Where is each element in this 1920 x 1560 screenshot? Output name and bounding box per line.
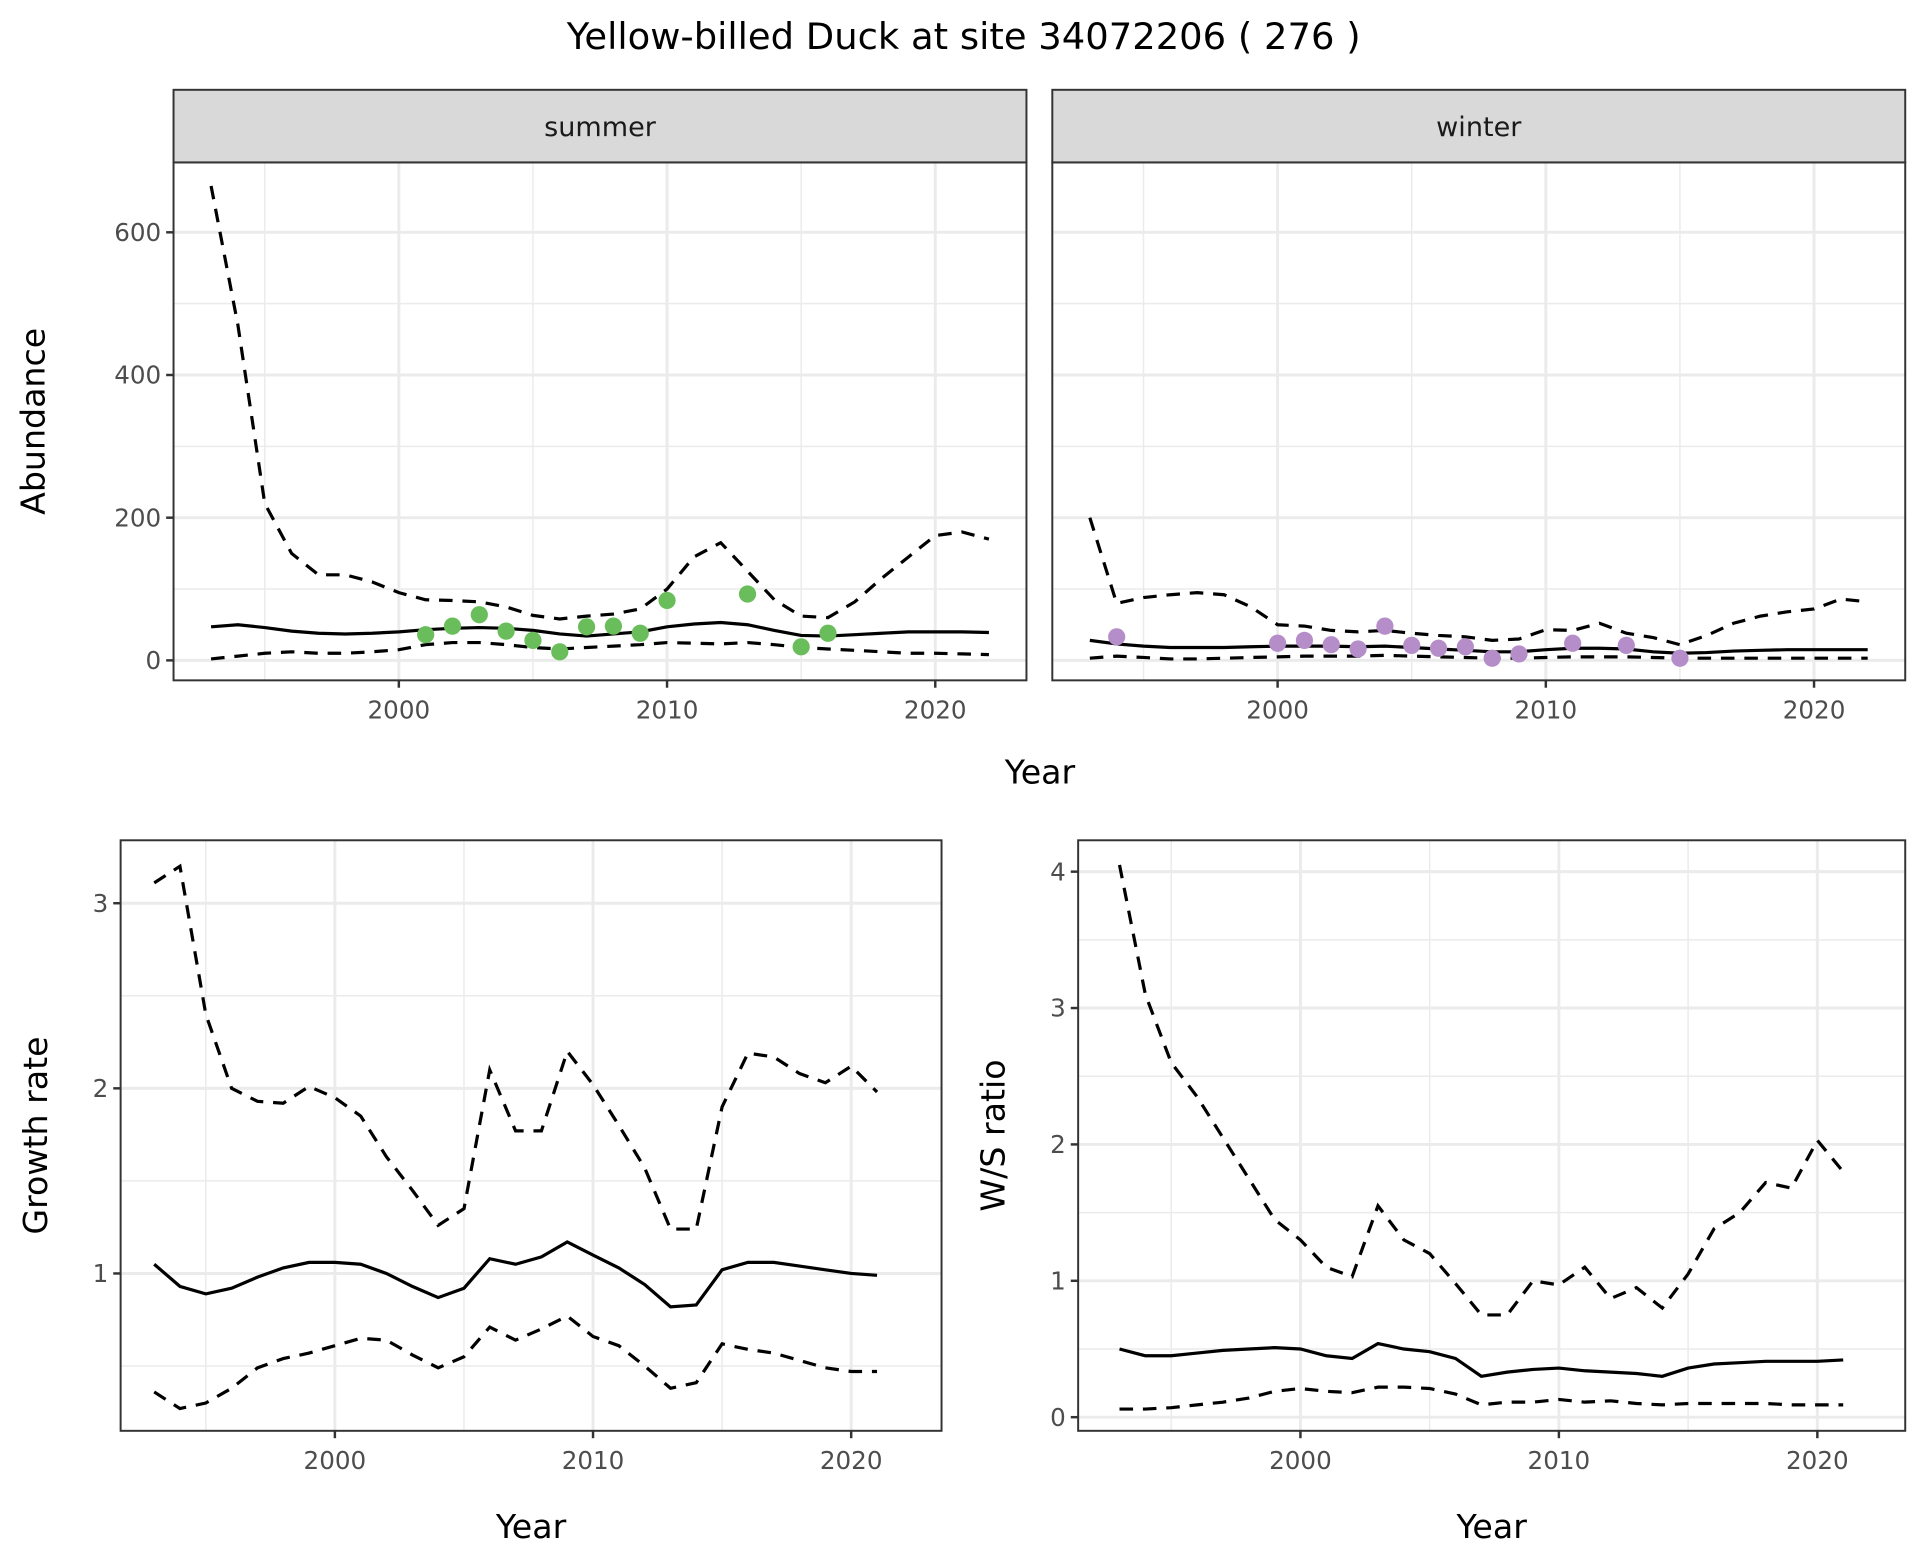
panel-summer: 2000 2010 2020 0 200 400 600 summer Abundance (13, 88, 1028, 724)
y-axis-title: W/S ratio (973, 1059, 1012, 1211)
x-tick-label: 2000 (304, 1446, 367, 1475)
observation-point (577, 618, 596, 636)
x-tick-label: 2020 (820, 1446, 883, 1475)
x-tick-label: 2000 (1246, 695, 1309, 724)
facet-label: winter (1436, 112, 1522, 143)
top-x-axis-title: Year (1004, 753, 1076, 792)
observation-point (551, 643, 569, 661)
x-tick-label: 2010 (1528, 1446, 1591, 1475)
y-tick-label: 400 (114, 361, 161, 390)
x-tick-label: 2020 (904, 695, 967, 724)
y-tick-label: 600 (114, 218, 161, 247)
plot-background (120, 840, 942, 1431)
observation-point (1403, 636, 1421, 655)
observation-point (1108, 628, 1126, 646)
x-tick-label: 2020 (1783, 695, 1846, 724)
x-tick-label: 2000 (368, 695, 431, 724)
upper-bound-line (153, 863, 879, 1231)
plot-background (1052, 162, 1906, 681)
panel-growth: 2000 2010 2020 1 2 3 Growth rate Year (16, 839, 943, 1546)
observation-point (1456, 638, 1474, 656)
observation-point (1617, 636, 1635, 655)
observation-point (1429, 639, 1448, 657)
observation-point (1564, 634, 1582, 652)
observation-point (1349, 640, 1367, 658)
panel-winter: 2000 2010 2020 winter (1051, 88, 1907, 724)
y-tick-label: 1 (1050, 1266, 1066, 1295)
lower-bound-line (1089, 653, 1868, 661)
y-tick-label: 200 (114, 503, 161, 532)
observation-point (1671, 649, 1689, 667)
observation-point (658, 591, 676, 610)
lower-bound-line (153, 1314, 878, 1411)
observation-point (1376, 617, 1394, 635)
upper-bound-line (1117, 864, 1845, 1317)
panel-border (1077, 839, 1907, 1432)
x-tick-label: 2010 (636, 695, 699, 724)
observation-point (1322, 636, 1340, 654)
x-axis-title: Year (1456, 1507, 1528, 1546)
lower-bound-line (1119, 1385, 1844, 1411)
plot-background (173, 162, 1027, 681)
y-tick-label: 0 (146, 646, 162, 675)
observation-point (738, 585, 757, 603)
facet-strip (172, 88, 1028, 164)
observation-point (497, 622, 515, 640)
panel-ratio: 2000 2010 2020 0 1 2 3 4 W/S ratio Year (973, 839, 1907, 1546)
y-tick-label: 1 (93, 1259, 109, 1288)
estimate-line (1119, 1341, 1844, 1379)
y-tick-label: 0 (1050, 1403, 1066, 1432)
plot-background (1078, 840, 1906, 1431)
x-tick-label: 2010 (1514, 695, 1577, 724)
chart-title: Yellow-billed Duck at site 34072206 ( 27… (566, 15, 1361, 58)
panel-border (119, 839, 943, 1432)
x-tick-label: 2010 (562, 1446, 625, 1475)
observation-point (417, 626, 435, 644)
x-tick-label: 2000 (1269, 1446, 1332, 1475)
observation-point (792, 638, 810, 656)
x-axis-title: Year (495, 1507, 567, 1546)
facet-strip (1051, 88, 1907, 164)
observation-point (470, 606, 488, 624)
observation-point (1268, 634, 1287, 652)
observation-point (1483, 649, 1501, 667)
y-axis-title: Growth rate (16, 1036, 55, 1234)
y-tick-label: 3 (93, 889, 109, 918)
observation-point (443, 617, 462, 635)
observation-point (819, 624, 837, 642)
estimate-line (1089, 638, 1868, 655)
estimate-line (153, 1240, 878, 1309)
observation-point (1295, 631, 1314, 650)
estimate-line (210, 620, 989, 638)
lower-bound-line (210, 640, 989, 661)
x-tick-label: 2020 (1786, 1446, 1849, 1475)
observation-point (1510, 645, 1528, 663)
upper-bound-line (1088, 517, 1868, 647)
observation-point (631, 624, 649, 642)
y-tick-label: 2 (1050, 1130, 1066, 1159)
y-tick-label: 3 (1050, 994, 1066, 1023)
facet-label: summer (544, 112, 657, 143)
y-tick-label: 4 (1050, 857, 1066, 886)
y-axis-title: Abundance (13, 328, 52, 515)
observation-point (604, 617, 623, 635)
observation-point (524, 631, 542, 650)
y-tick-label: 2 (93, 1074, 109, 1103)
